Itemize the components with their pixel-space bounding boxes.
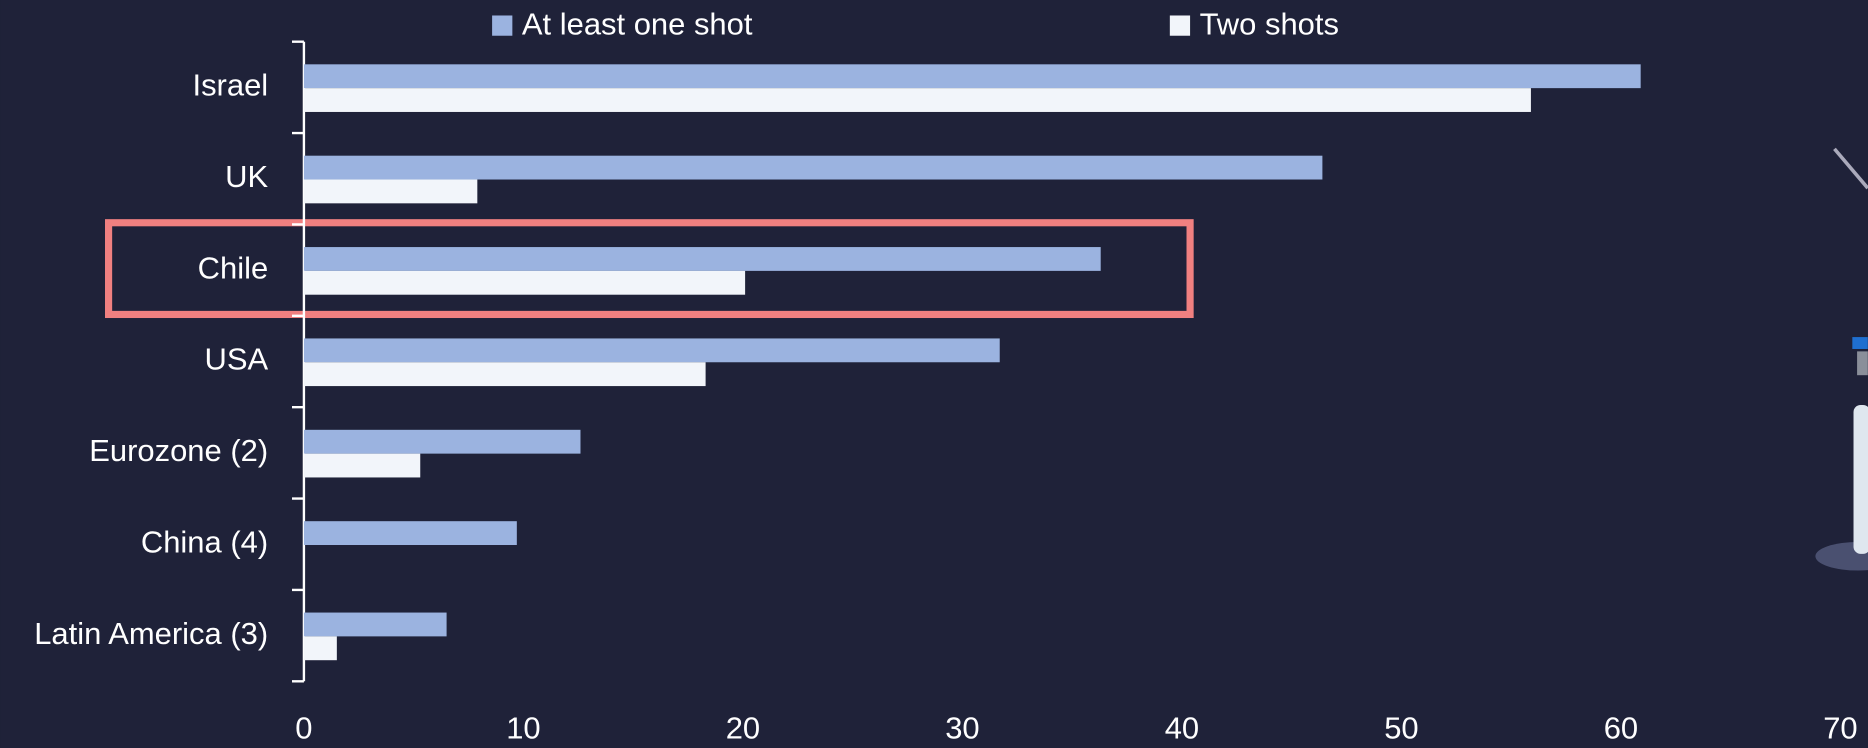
vaccine-illustration (1815, 147, 1868, 571)
bar (303, 338, 1000, 363)
legend-swatch (492, 15, 513, 36)
bar (303, 521, 517, 546)
x-tick-label: 0 (295, 710, 312, 745)
x-tick-label: 10 (506, 710, 540, 745)
bar (303, 636, 337, 661)
bar (303, 64, 1641, 89)
y-tick-label: USA (205, 342, 269, 377)
bar (303, 88, 1531, 112)
x-tick-label: 20 (726, 710, 760, 745)
x-tick-label: 70 (1823, 710, 1857, 745)
bar (303, 270, 746, 295)
y-tick-label: Latin America (3) (34, 616, 268, 651)
y-tick-label: Israel (192, 68, 268, 103)
legend-swatch (1169, 15, 1191, 36)
bar (303, 429, 581, 454)
legend-label: Two shots (1200, 6, 1339, 41)
x-tick-label: 40 (1165, 710, 1199, 745)
x-tick-label: 30 (945, 710, 979, 745)
y-tick-label: China (4) (141, 524, 268, 559)
bar (303, 362, 706, 387)
y-tick-label: Eurozone (2) (89, 433, 268, 468)
y-tick-label: Chile (198, 250, 269, 285)
bar (303, 247, 1101, 271)
bar (303, 612, 447, 637)
bar (303, 453, 421, 478)
legend-label: At least one shot (522, 6, 753, 41)
bar (303, 155, 1323, 180)
x-tick-label: 50 (1384, 710, 1418, 745)
bar (303, 179, 478, 204)
y-tick-label: UK (225, 159, 268, 194)
highlight-box (105, 219, 1194, 319)
x-tick-label: 60 (1604, 710, 1638, 745)
